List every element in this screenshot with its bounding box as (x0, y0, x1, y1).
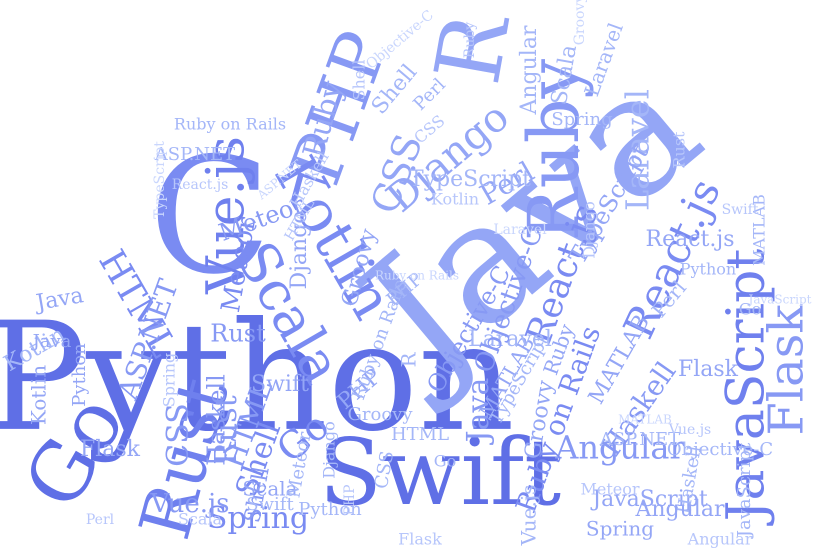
word-swift: Swift (722, 202, 759, 218)
word-scala: Scala (178, 510, 223, 529)
word-laravel: Laravel (468, 327, 552, 352)
word-angular: Angular (687, 530, 753, 549)
word-haskell: Haskell (203, 374, 231, 466)
word-objective-c: Objective-C (667, 439, 773, 460)
word-php: PHP (342, 484, 358, 515)
word-rust: Rust (210, 320, 266, 348)
word-html: HTML (391, 424, 449, 445)
word-angular: Angular (554, 429, 685, 467)
word-ruby-on-rails: Ruby on Rails (174, 115, 286, 134)
word-javascript: JavaScript (747, 293, 812, 307)
word-python: Python (69, 343, 90, 407)
word-groovy: Groovy (572, 0, 588, 45)
word-javascript: JavaScript (590, 487, 708, 512)
word-flask: Flask (398, 530, 442, 549)
word-shell: Shell (350, 60, 369, 101)
word-python: Python (0, 291, 515, 465)
word-angular: Angular (517, 25, 542, 115)
word-perl: Perl (86, 512, 115, 528)
word-django: Django (580, 201, 599, 259)
word-spring: Spring (207, 501, 309, 536)
word-meteor: Meteor (580, 480, 639, 499)
word-c: C (149, 123, 271, 310)
word-vue-js: Vue.js (197, 136, 257, 295)
word-flask: Flask (678, 357, 739, 382)
word-react-js: React.js (646, 227, 735, 252)
word-python: Python (680, 260, 736, 279)
word-ruby: Ruby (462, 22, 478, 59)
word-java: Java (461, 378, 496, 446)
word-vue-js: Vue.js (150, 489, 230, 519)
word-python: Python (298, 499, 362, 520)
word-flask: Flask (80, 437, 141, 462)
word-kotlin: Kotlin (27, 365, 51, 425)
word-asp-net: ASP.NET (599, 429, 680, 450)
word-matlab: MATLAB (750, 194, 769, 266)
word-flask: Flask (759, 304, 815, 436)
word-go: Go (434, 452, 456, 471)
word-vue-js: Vue.js (517, 485, 541, 547)
word-swift: Swift (251, 372, 309, 397)
word-typescript: TypeScript (152, 141, 168, 219)
word-vue-js: Vue.js (668, 422, 712, 438)
word-spring: Spring (551, 109, 612, 130)
word-scala: Scala (242, 477, 297, 501)
word-angular: Angular (635, 497, 725, 522)
word-kotlin: Kotlin (431, 190, 479, 209)
word-typescript: TypeScript (409, 167, 531, 192)
word-spring: Spring (586, 517, 654, 541)
word-matlab: MATLAB (618, 413, 672, 427)
word-ruby-on-rails: Ruby on Rails (375, 269, 459, 283)
word-react-js: React.js (172, 177, 229, 193)
word-asp-net: ASP.NET (154, 144, 235, 165)
word-laravel: Laravel (619, 89, 657, 211)
word-javascript: JavaScript (734, 442, 755, 539)
word-rust: Rust (209, 395, 244, 464)
word-swift: Swift (319, 419, 561, 526)
word-css: CSS (161, 403, 196, 467)
word-django: Django (287, 210, 312, 289)
word-r: R (397, 352, 421, 368)
word-django: Django (320, 421, 339, 479)
word-java: Java (31, 331, 72, 352)
word-laravel: Laravel (493, 222, 547, 238)
word-rust: Rust (670, 131, 689, 169)
word-go: Go (739, 300, 761, 319)
word-spring: Spring (160, 353, 179, 408)
word-swift: Swift (246, 494, 294, 515)
word-ruby: Ruby (513, 58, 595, 241)
word-javascript: JavaScript (717, 249, 777, 527)
word-groovy: Groovy (348, 404, 414, 425)
